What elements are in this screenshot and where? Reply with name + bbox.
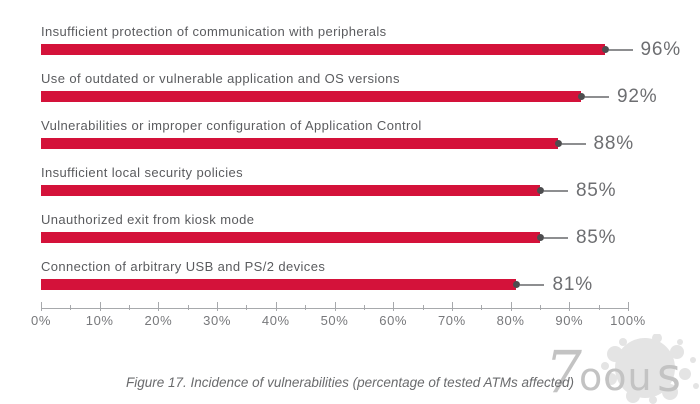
- bar-end-dot-icon: [554, 140, 562, 147]
- bar-track: 92%: [41, 86, 657, 107]
- bar-end-dot-icon: [601, 46, 609, 53]
- bar-label: Connection of arbitrary USB and PS/2 dev…: [41, 259, 326, 274]
- bar: [41, 91, 582, 102]
- bar-end-dot-icon: [578, 93, 586, 100]
- bar-chart: Insufficient protection of communication…: [41, 21, 680, 303]
- axis-minor-tick: [305, 305, 307, 310]
- bar: [41, 279, 517, 290]
- axis-major-tick: [334, 302, 336, 311]
- watermark-glyph-oou: oou: [579, 355, 653, 399]
- bar-label: Use of outdated or vulnerable applicatio…: [41, 71, 400, 86]
- axis-major-tick: [393, 302, 395, 311]
- leader-line: [543, 189, 568, 192]
- x-axis: [41, 301, 629, 311]
- axis-tick-label: 90%: [555, 313, 584, 328]
- bar-row: Unauthorized exit from kiosk mode 85%: [41, 209, 628, 256]
- bar-label: Unauthorized exit from kiosk mode: [41, 212, 255, 227]
- bar-track: 85%: [41, 227, 628, 248]
- bar-label: Vulnerabilities or improper configuratio…: [41, 118, 422, 133]
- bar-label: Insufficient protection of communication…: [41, 24, 387, 39]
- value-label: 81%: [552, 273, 593, 295]
- bar-label: Insufficient local security policies: [41, 165, 244, 180]
- value-label: 96%: [640, 38, 681, 60]
- watermark-glyph-7: 7: [545, 338, 582, 404]
- axis-major-tick: [275, 302, 277, 311]
- leader-line: [561, 142, 586, 145]
- axis-major-tick: [569, 302, 571, 311]
- axis-tick-label: 0%: [31, 313, 51, 328]
- bar: [41, 185, 540, 196]
- axis-major-tick: [158, 302, 160, 311]
- axis-minor-tick: [422, 305, 424, 310]
- leader-line: [520, 283, 545, 286]
- bar-row: Use of outdated or vulnerable applicatio…: [41, 68, 657, 115]
- axis-tick-label: 50%: [320, 313, 349, 328]
- bar: [41, 138, 558, 149]
- axis-major-tick: [510, 302, 512, 311]
- axis-tick-label: 40%: [261, 313, 290, 328]
- bar-row: Vulnerabilities or improper configuratio…: [41, 115, 633, 162]
- axis-tick-label: 80%: [496, 313, 525, 328]
- axis-minor-tick: [187, 305, 189, 310]
- axis-tick-label: 10%: [85, 313, 114, 328]
- axis-major-tick: [628, 302, 629, 311]
- bar-row: Insufficient protection of communication…: [41, 21, 680, 68]
- axis-minor-tick: [363, 305, 365, 310]
- bar: [41, 232, 540, 243]
- leader-line: [543, 236, 568, 239]
- bar-track: 81%: [41, 274, 628, 295]
- axis-minor-tick: [246, 305, 248, 310]
- axis-minor-tick: [481, 305, 483, 310]
- bar-track: 96%: [41, 39, 680, 60]
- value-label: 88%: [593, 132, 634, 154]
- x-axis-labels: 0% 10% 20% 30% 40% 50% 60% 70% 80% 90% 100%: [31, 313, 645, 329]
- leader-line: [608, 48, 633, 51]
- value-label: 85%: [575, 226, 617, 248]
- axis-tick-label: 20%: [144, 313, 173, 328]
- figure-caption: Figure 17. Incidence of vulnerabilities …: [126, 375, 574, 390]
- watermark-logo: 7 oou s: [545, 334, 699, 404]
- axis-minor-tick: [129, 305, 131, 310]
- splatter-icon: [601, 334, 699, 404]
- axis-major-tick: [41, 302, 42, 311]
- axis-tick-label: 100%: [610, 313, 646, 328]
- watermark-glyph-s: s: [657, 348, 681, 402]
- value-label: 85%: [575, 179, 617, 201]
- axis-minor-tick: [70, 305, 72, 310]
- bar-track: 85%: [41, 180, 628, 201]
- value-label: 92%: [617, 85, 658, 107]
- axis-tick-label: 30%: [203, 313, 232, 328]
- bar: [41, 44, 605, 55]
- leader-line: [585, 95, 610, 98]
- bar-row: Connection of arbitrary USB and PS/2 dev…: [41, 256, 628, 303]
- axis-tick-label: 60%: [379, 313, 408, 328]
- axis-major-tick: [451, 302, 453, 311]
- bar-track: 88%: [41, 133, 633, 154]
- axis-tick-label: 70%: [437, 313, 466, 328]
- bar-row: Insufficient local security policies 85%: [41, 162, 628, 209]
- bar-end-dot-icon: [513, 281, 521, 288]
- axis-major-tick: [99, 302, 101, 311]
- axis-major-tick: [217, 302, 219, 311]
- axis-minor-tick: [539, 305, 541, 310]
- bar-end-dot-icon: [536, 187, 544, 194]
- bar-end-dot-icon: [536, 234, 544, 241]
- axis-minor-tick: [598, 305, 600, 310]
